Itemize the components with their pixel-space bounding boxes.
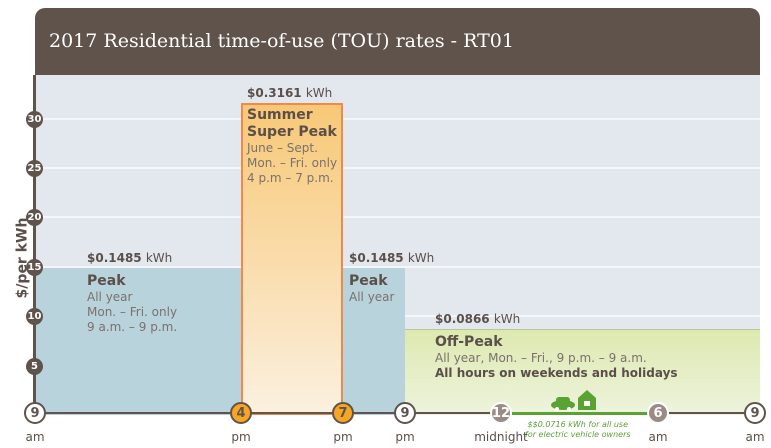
bar-peak [343, 268, 405, 415]
rate-unit: kWh [407, 251, 435, 266]
x-tick-circle: 9 [744, 402, 766, 424]
rate-label: $0.1485 kWh [349, 251, 434, 265]
series-label: Peak All year [349, 273, 394, 305]
x-tick-circle: 12 [490, 402, 512, 424]
gridline [35, 216, 760, 219]
x-tick-label: midnight [474, 430, 528, 444]
series-name: Summer [247, 106, 313, 123]
title-bar: 2017 Residential time-of-use (TOU) rates… [35, 8, 760, 75]
rate-label: $0.0866 kWh [435, 312, 520, 326]
series-detail: June – Sept. [247, 140, 318, 155]
series-detail: 9 a.m. – 9 p.m. [87, 320, 178, 335]
rate-unit: kWh [493, 312, 521, 327]
rate-unit: kWh [305, 85, 333, 100]
y-tick-label: 5 [26, 357, 43, 375]
series-detail: 4 p.m – 7 p.m. [247, 170, 334, 185]
timeline [35, 412, 501, 414]
x-tick-label: pm [395, 430, 415, 444]
x-tick-circle: 9 [394, 402, 416, 424]
rate-value: $0.3161 [247, 85, 302, 100]
gridline [35, 265, 760, 268]
series-detail-bold: All hours on weekends and holidays [435, 366, 678, 381]
series-name: Super Peak [247, 123, 337, 140]
rate-value: $0.1485 [87, 251, 142, 266]
bar-peak [35, 268, 241, 415]
x-tick-circle: 6 [647, 402, 669, 424]
gridline [35, 167, 760, 169]
series-detail: All year [349, 290, 395, 305]
series-name: Peak [87, 273, 126, 290]
x-tick-label: pm [231, 430, 251, 444]
x-tick-label: am [745, 430, 765, 444]
y-tick-label: 20 [26, 209, 43, 227]
y-axis-label: $/per kWh [14, 217, 31, 299]
rate-label: $0.3161 kWh [247, 86, 332, 100]
ev-note: $$0.0716 kWh for all use for electric veh… [525, 420, 631, 439]
y-axis [33, 75, 36, 415]
y-tick-label: 30 [26, 110, 43, 128]
x-tick-circle: 9 [24, 402, 46, 424]
series-label: Summer Super Peak June – Sept. Mon. – Fri. … [247, 107, 337, 186]
series-detail: All year [87, 290, 133, 305]
series-name: Off-Peak [435, 334, 503, 351]
y-tick-label: 15 [26, 258, 43, 276]
gridline [35, 117, 760, 120]
rate-value: $0.1485 [349, 251, 404, 266]
y-tick-label: 25 [26, 160, 43, 177]
rate-label: $0.1485 kWh [87, 251, 172, 265]
series-label: Peak All year Mon. – Fri. only 9 a.m. – 9 p… [87, 273, 177, 335]
series-label: Off-Peak All year, Mon. – Fri., 9 p.m. – … [435, 334, 678, 381]
x-tick-label: am [25, 430, 45, 444]
x-tick-label: am [648, 430, 668, 444]
series-name: Peak [349, 273, 388, 290]
rate-value: $0.0866 [435, 312, 490, 327]
ev-car-house-icon [551, 390, 596, 411]
x-tick-label: pm [333, 430, 353, 444]
rate-unit: kWh [145, 251, 173, 266]
series-detail: Mon. – Fri. only [247, 155, 338, 170]
timeline-end [658, 412, 755, 414]
ev-timeline [501, 412, 658, 415]
chart-title: 2017 Residential time-of-use (TOU) rates… [49, 30, 514, 52]
bar-sp [241, 102, 343, 415]
series-detail: All year, Mon. – Fri., 9 p.m. – 9 a.m. [435, 351, 647, 366]
x-tick-circle: 7 [332, 402, 354, 424]
y-tick-label: 10 [26, 308, 43, 326]
series-detail: Mon. – Fri. only [87, 305, 178, 320]
x-tick-circle: 4 [230, 402, 252, 424]
